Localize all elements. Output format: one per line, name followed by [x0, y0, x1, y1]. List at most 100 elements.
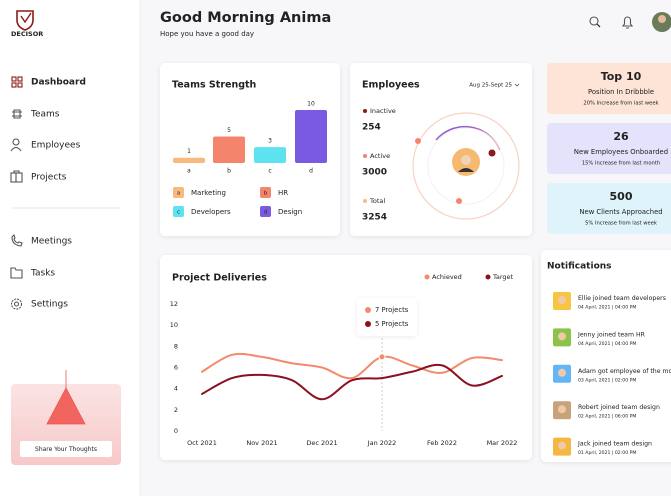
nav-item[interactable]: Meetings: [31, 237, 72, 247]
notifications-card: [541, 250, 671, 462]
bar: [295, 110, 327, 163]
orbit-body: [458, 168, 474, 172]
legend-letter: d: [264, 210, 268, 216]
x-tick-label: Oct 2021: [187, 439, 217, 447]
bell-icon[interactable]: [621, 16, 634, 29]
share-label: Share Your Thoughts: [35, 446, 97, 453]
tooltip-text: 7 Projects: [375, 306, 409, 314]
stat-dot: [363, 154, 367, 158]
nav-item[interactable]: Employees: [31, 141, 81, 151]
x-tick-label: Feb 2022: [427, 439, 457, 447]
bar-value: 3: [268, 138, 272, 145]
series-line: [201, 363, 503, 401]
nav-item[interactable]: Settings: [31, 300, 68, 310]
orbit-dot: [415, 138, 421, 144]
deliveries-title: Project Deliveries: [172, 273, 267, 284]
bar-value: 1: [187, 148, 191, 155]
notification-time: 04 April, 2021 | 04:00 PM: [578, 341, 636, 347]
tooltip-dot: [365, 321, 371, 327]
notifications-title: Notifications: [547, 262, 612, 272]
nav-icons: [10, 76, 23, 310]
legend-label: Developers: [191, 208, 231, 216]
bar-category: a: [187, 168, 191, 175]
notification-text: Adam got employee of the month: [578, 368, 671, 375]
bar: [254, 147, 286, 163]
greeting: Good Morning Anima: [160, 10, 331, 26]
notification-face: [558, 441, 566, 450]
y-tick-label: 4: [174, 385, 178, 393]
stat-label: Position In Dribbble: [588, 88, 654, 96]
notification-face: [558, 332, 566, 341]
greeting-sub: Hope you have a good day: [160, 30, 254, 38]
tooltip-dot: [365, 307, 371, 313]
y-tick-label: 2: [174, 406, 178, 414]
nav-item[interactable]: Projects: [31, 173, 67, 183]
stat-card: [547, 183, 671, 234]
stat-label: New Clients Approached: [579, 208, 662, 216]
legend-letter: b: [264, 191, 268, 197]
notification-text: Ellie joined team developers: [578, 295, 666, 302]
notification-face: [558, 296, 566, 304]
notification-time: 01 April, 2021 | 02:00 PM: [578, 450, 636, 456]
stat-label: Inactive: [370, 107, 396, 115]
orbit-face: [461, 155, 471, 165]
stat-dot: [363, 199, 367, 203]
legend-dot: [485, 274, 491, 280]
logo-check: [20, 12, 32, 24]
orbit-dot: [488, 149, 496, 157]
legend-label: Design: [278, 208, 302, 216]
stat-note: 20% Increase from last week: [583, 101, 658, 107]
stat-value: 3000: [362, 168, 387, 178]
y-tick-label: 10: [170, 321, 178, 329]
notification-time: 02 April, 2021 | 06:00 PM: [578, 414, 636, 420]
stat-headline: 26: [613, 130, 629, 143]
teams-card: [160, 63, 340, 236]
nav-item[interactable]: Dashboard: [31, 78, 86, 88]
x-tick-label: Nov 2021: [246, 439, 277, 447]
nav-item[interactable]: Tasks: [30, 269, 55, 279]
stat-value: 254: [362, 123, 381, 133]
legend-label: Marketing: [191, 189, 226, 197]
share-button[interactable]: [20, 441, 112, 457]
orbit-inner: [427, 127, 505, 205]
deliveries-card: [160, 255, 532, 460]
stat-label: New Employees Onboarded: [574, 148, 668, 156]
stat-card: [547, 123, 671, 174]
bar: [213, 136, 245, 163]
stat-headline: 500: [610, 190, 633, 203]
notification-text: Jack joined team design: [577, 441, 652, 448]
tooltip-text: 5 Projects: [375, 320, 409, 328]
y-tick-label: 12: [170, 300, 178, 308]
period[interactable]: Aug 25-Sept 25: [469, 83, 512, 89]
notification-face: [558, 405, 566, 414]
employees-title: Employees: [362, 80, 420, 91]
legend-swatch: [173, 187, 184, 198]
notification-text: Jenny joined team HR: [577, 331, 646, 338]
y-tick-label: 0: [174, 427, 178, 435]
notification-time: 03 April, 2021 | 02:00 PM: [578, 377, 636, 383]
nav-item[interactable]: Teams: [30, 110, 60, 120]
lamp: [46, 370, 86, 425]
search-icon[interactable]: [589, 16, 599, 26]
stat-dot: [363, 109, 367, 113]
notification-time: 04 April, 2021 | 04:00 PM: [578, 305, 636, 311]
legend-label: HR: [278, 189, 288, 197]
legend-letter: c: [177, 210, 180, 216]
tooltip: [357, 298, 417, 336]
teams-title: Teams Strength: [172, 80, 257, 91]
notification-face: [558, 368, 566, 377]
y-tick-label: 8: [174, 342, 178, 350]
bar-category: d: [309, 168, 313, 175]
legend-label: Achieved: [432, 273, 462, 281]
hover-point: [378, 353, 386, 361]
legend-letter: a: [177, 191, 180, 197]
bar-value: 10: [307, 101, 315, 108]
orbit-dot: [456, 198, 462, 204]
y-tick-label: 6: [174, 364, 178, 372]
legend-dot: [424, 274, 430, 280]
stat-headline: Top 10: [601, 70, 642, 83]
stat-card: [547, 63, 671, 114]
orbit-outer: [412, 112, 520, 220]
legend-label: Target: [492, 273, 514, 281]
